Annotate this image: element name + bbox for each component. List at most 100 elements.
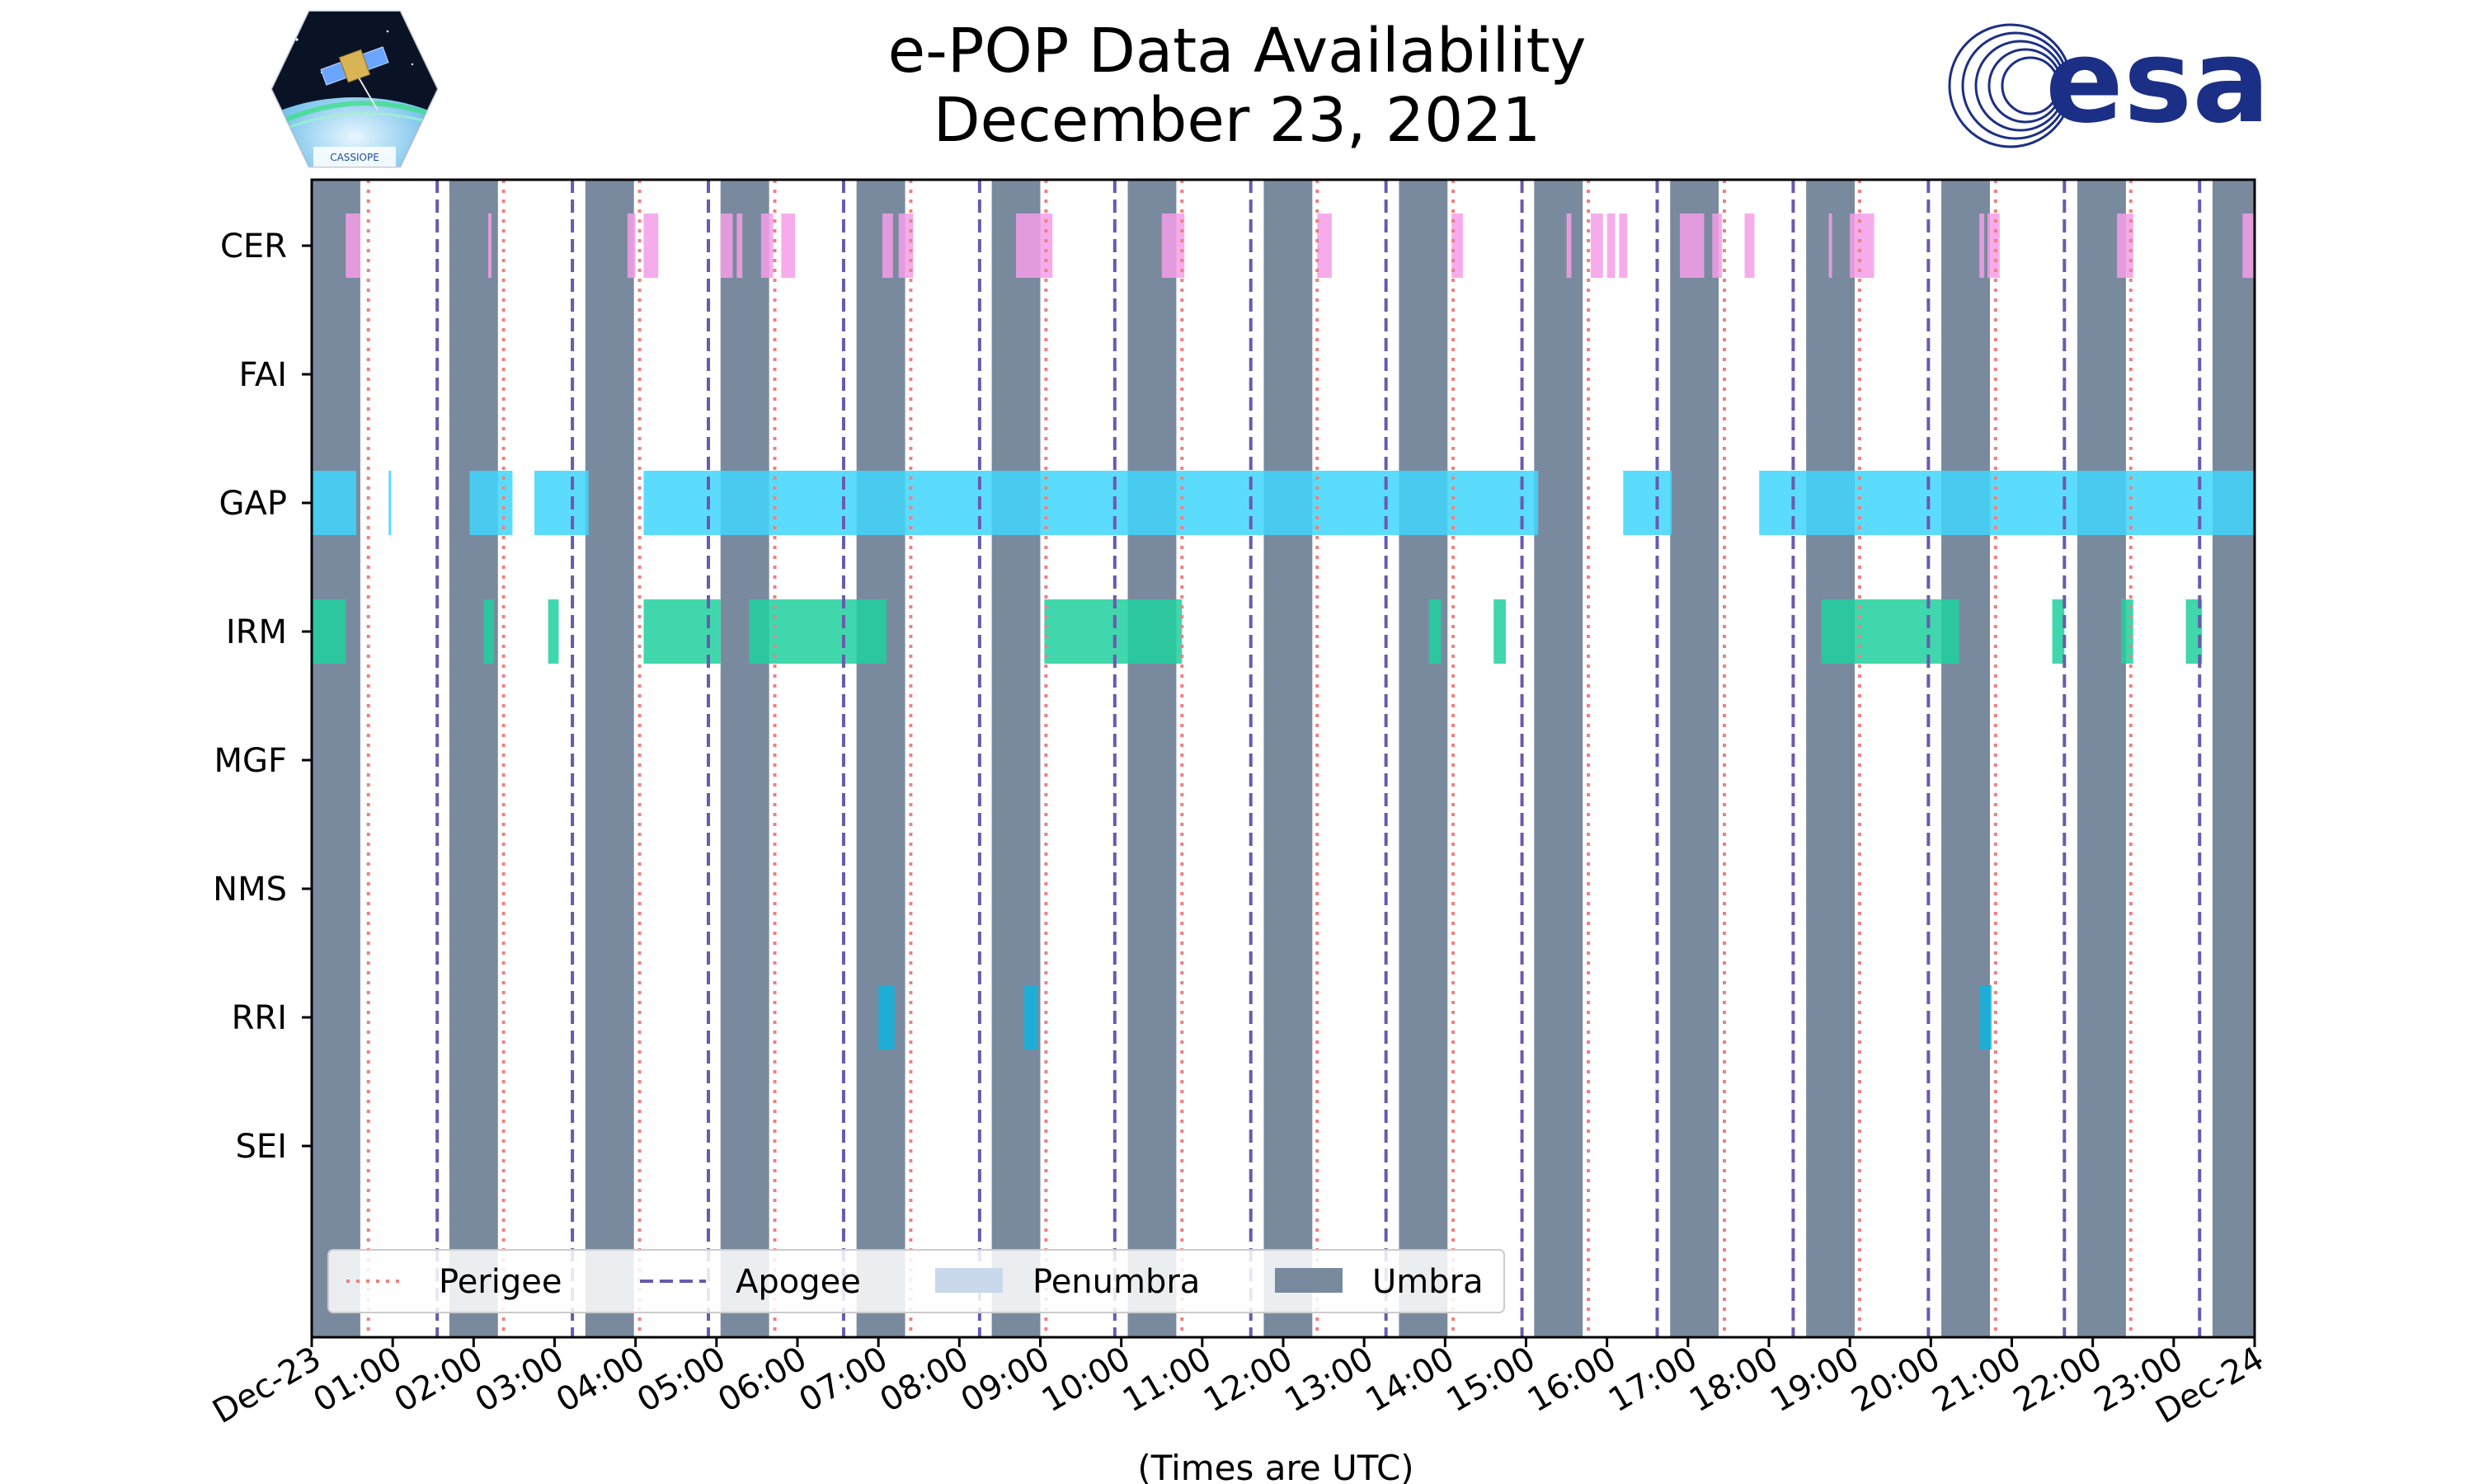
bar-irm-7 <box>1493 599 1506 664</box>
legend-apogee-label: Apogee <box>736 1263 861 1301</box>
umbra-band-9 <box>1534 180 1583 1337</box>
xtick-label-11: 11:00 <box>1117 1340 1218 1420</box>
x-axis-label: (Times are UTC) <box>1137 1448 1413 1484</box>
bar-cer-21 <box>1828 214 1832 278</box>
bar-irm-5 <box>1044 599 1183 664</box>
bar-rri-1 <box>1023 985 1038 1050</box>
bar-gap-5 <box>1623 471 1672 535</box>
legend-penumbra-swatch <box>935 1268 1003 1293</box>
legend-frame <box>327 1249 1505 1313</box>
availability-bars <box>312 214 2255 1050</box>
bar-gap-3 <box>534 471 589 535</box>
ytick-label-sei: SEI <box>236 1128 287 1166</box>
ytick-label-mgf: MGF <box>214 742 287 780</box>
bar-irm-11 <box>2185 599 2203 664</box>
bar-cer-26 <box>2242 214 2255 278</box>
xtick-label-17: 17:00 <box>1602 1340 1704 1420</box>
bar-gap-6 <box>1759 471 2255 535</box>
bar-cer-5 <box>736 214 743 278</box>
ytick-label-irm: IRM <box>226 613 287 651</box>
cassiope-logo: CASSIOPE <box>270 10 439 168</box>
ytick-label-rri: RRI <box>232 999 287 1037</box>
umbra-band-8 <box>1399 180 1448 1337</box>
xtick-label-15: 15:00 <box>1441 1340 1542 1420</box>
umbra-band-12 <box>1941 180 1990 1337</box>
title-line-2: December 23, 2021 <box>933 85 1541 156</box>
bar-cer-17 <box>1619 214 1628 278</box>
y-axis: CER FAI GAP IRM MGF NMS RRI SEI <box>213 228 312 1166</box>
bar-cer-4 <box>720 214 733 278</box>
xtick-label-18: 18:00 <box>1683 1340 1785 1420</box>
umbra-band-4 <box>856 180 905 1337</box>
bar-rri-0 <box>878 985 895 1050</box>
bar-irm-2 <box>548 599 559 664</box>
bar-cer-8 <box>882 214 893 278</box>
chart-title: e-POP Data Availability December 23, 202… <box>0 16 2474 155</box>
bar-gap-0 <box>312 471 356 535</box>
title-line-1: e-POP Data Availability <box>887 16 1587 87</box>
bar-cer-9 <box>898 214 914 278</box>
bar-gap-4 <box>643 471 1539 535</box>
bar-irm-6 <box>1428 599 1442 664</box>
xtick-label-21: 21:00 <box>1926 1340 2028 1420</box>
bar-cer-13 <box>1451 214 1463 278</box>
xtick-label-2: 02:00 <box>388 1340 489 1420</box>
bar-gap-2 <box>469 471 513 535</box>
bar-cer-6 <box>760 214 774 278</box>
bar-cer-19 <box>1712 214 1723 278</box>
umbra-band-10 <box>1670 180 1719 1337</box>
xtick-label-19: 19:00 <box>1764 1340 1865 1420</box>
bar-cer-24 <box>1987 214 2000 278</box>
umbra-band-2 <box>585 180 634 1337</box>
ytick-label-nms: NMS <box>213 871 287 909</box>
bar-cer-10 <box>1016 214 1053 278</box>
ytick-label-fai: FAI <box>239 356 288 394</box>
bar-cer-16 <box>1606 214 1616 278</box>
bar-cer-18 <box>1680 214 1705 278</box>
bar-rri-2 <box>1979 985 1992 1050</box>
umbra-band-11 <box>1806 180 1856 1337</box>
bar-irm-1 <box>483 599 494 664</box>
bar-irm-10 <box>2121 599 2133 664</box>
umbra-band-0 <box>312 180 360 1337</box>
xtick-label-7: 07:00 <box>793 1340 894 1420</box>
bar-cer-12 <box>1317 214 1332 278</box>
bar-cer-11 <box>1161 214 1185 278</box>
xtick-label-16: 16:00 <box>1522 1340 1623 1420</box>
bar-cer-25 <box>2117 214 2133 278</box>
xtick-label-4: 04:00 <box>550 1340 651 1420</box>
umbra-band-1 <box>449 180 498 1337</box>
ytick-label-gap: GAP <box>219 485 287 523</box>
bar-irm-8 <box>1821 599 1959 664</box>
legend-penumbra-label: Penumbra <box>1032 1263 1200 1301</box>
umbra-band-13 <box>2077 180 2126 1337</box>
xtick-label-13: 13:00 <box>1278 1340 1380 1420</box>
bar-cer-20 <box>1744 214 1755 278</box>
bar-irm-9 <box>2052 599 2065 664</box>
umbra-band-3 <box>720 180 769 1337</box>
umbra-band-5 <box>991 180 1041 1337</box>
orbit-markers <box>366 180 2202 1337</box>
xtick-label-1: 01:00 <box>307 1340 408 1420</box>
bar-cer-3 <box>643 214 659 278</box>
umbra-band-14 <box>2212 180 2255 1337</box>
xtick-label-6: 06:00 <box>712 1340 813 1420</box>
cassiope-logo-text: CASSIOPE <box>330 152 379 163</box>
legend: Perigee Apogee Penumbra Umbra <box>327 1249 1505 1313</box>
bar-cer-22 <box>1850 214 1874 278</box>
xtick-label-12: 12:00 <box>1197 1340 1299 1420</box>
xtick-label-3: 03:00 <box>469 1340 571 1420</box>
esa-logo-text: esa <box>2045 18 2270 149</box>
xtick-label-5: 05:00 <box>631 1340 732 1420</box>
xtick-label-22: 22:00 <box>2007 1340 2109 1420</box>
legend-perigee-label: Perigee <box>439 1263 562 1301</box>
bar-irm-0 <box>312 599 346 664</box>
xtick-label-10: 10:00 <box>1036 1340 1137 1420</box>
bar-cer-14 <box>1566 214 1572 278</box>
bar-irm-3 <box>643 599 721 664</box>
xtick-label-14: 14:00 <box>1359 1340 1460 1420</box>
esa-logo: esa <box>1948 18 2270 149</box>
bar-gap-1 <box>388 471 392 535</box>
umbra-band-6 <box>1127 180 1177 1337</box>
